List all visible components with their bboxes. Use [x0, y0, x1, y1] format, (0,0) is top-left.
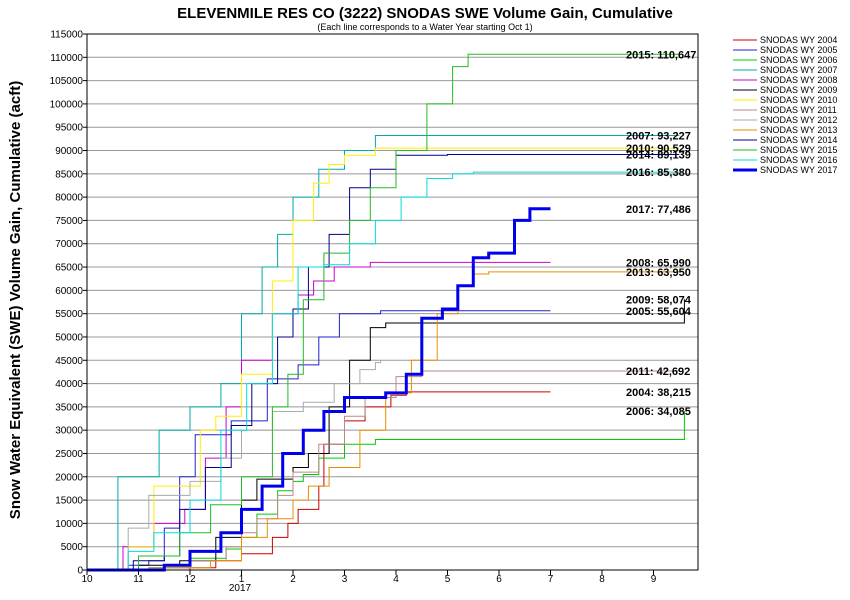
y-tick-label: 100000 [50, 99, 84, 110]
y-tick-label: 5000 [61, 542, 84, 553]
chart-title: ELEVENMILE RES CO (3222) SNODAS SWE Volu… [177, 5, 673, 22]
series-line-snodas-wy-2017 [87, 207, 551, 572]
y-tick-label: 80000 [55, 193, 83, 204]
series-end-label: 2016: 85,380 [626, 167, 691, 179]
x-tick-label: 9 [651, 574, 657, 585]
x-tick-label: 4 [393, 574, 399, 585]
series-end-label: 2017: 77,486 [626, 204, 691, 216]
legend-label: SNODAS WY 2011 [760, 105, 837, 115]
plot-frame [86, 33, 699, 571]
series-line-snodas-wy-2005 [87, 310, 551, 571]
y-tick-label: 105000 [50, 76, 84, 87]
x-tick-label: 6 [496, 574, 502, 585]
legend-label: SNODAS WY 2004 [760, 35, 837, 45]
x-tick-label: 10 [81, 574, 93, 585]
legend-label: SNODAS WY 2016 [760, 155, 837, 165]
series-line-snodas-wy-2009 [87, 299, 685, 571]
series-end-label: 2013: 63,950 [626, 267, 691, 279]
y-tick-label: 85000 [55, 169, 83, 180]
x-tick-label: 7 [548, 574, 554, 585]
legend-label: SNODAS WY 2012 [760, 115, 837, 125]
legend-label: SNODAS WY 2006 [760, 55, 837, 65]
y-tick-label: 30000 [55, 426, 83, 437]
x-tick-label: 1 [239, 574, 245, 585]
legend-label: SNODAS WY 2010 [760, 95, 837, 105]
x-tick-label: 2 [290, 574, 296, 585]
series-end-label: 2006: 34,085 [626, 406, 691, 418]
series-end-label: 2009: 58,074 [626, 294, 692, 306]
legend-label: SNODAS WY 2015 [760, 145, 837, 155]
x-tick-label: 12 [184, 574, 196, 585]
series-line-snodas-wy-2006 [87, 411, 685, 571]
y-tick-label: 110000 [50, 53, 83, 64]
y-tick-label: 60000 [55, 286, 83, 297]
series-line-snodas-wy-2012 [87, 360, 382, 571]
x-tick-label: 5 [445, 574, 451, 585]
y-tick-label: 0 [77, 566, 83, 577]
series-line-snodas-wy-2011 [87, 370, 680, 571]
legend-label: SNODAS WY 2008 [760, 75, 837, 85]
y-axis-label: Snow Water Equivalent (SWE) Volume Gain,… [7, 81, 24, 519]
legend-label: SNODAS WY 2007 [760, 65, 837, 75]
legend-label: SNODAS WY 2014 [760, 135, 837, 145]
series-end-label: 2008: 65,990 [626, 257, 691, 269]
y-tick-label: 50000 [55, 332, 83, 343]
x-axis-ticks: 10 11 12 1 2 3 4 5 6 7 8 9 [81, 570, 657, 585]
legend-label: SNODAS WY 2009 [760, 85, 837, 95]
series-line-snodas-wy-2013 [87, 271, 680, 571]
series-line-snodas-wy-2004 [87, 391, 551, 571]
series-line-snodas-wy-2010 [87, 147, 680, 571]
series-end-label: 2007: 93,227 [626, 130, 691, 142]
y-tick-label: 35000 [55, 402, 83, 413]
y-tick-label: 10000 [55, 519, 83, 530]
series-end-label: 2005: 55,604 [626, 306, 692, 318]
legend-label: SNODAS WY 2005 [760, 45, 837, 55]
series-end-label: 2014: 89,139 [626, 150, 691, 162]
chart-subtitle: (Each line corresponds to a Water Year s… [317, 22, 532, 32]
y-tick-label: 40000 [55, 379, 83, 390]
y-tick-label: 115000 [50, 30, 83, 41]
legend-label: SNODAS WY 2017 [760, 165, 837, 175]
y-tick-label: 75000 [55, 216, 83, 227]
x-tick-label: 3 [342, 574, 348, 585]
gridlines [87, 33, 698, 571]
y-tick-label: 45000 [55, 356, 83, 367]
x-axis-year-label: 2017 [229, 583, 252, 594]
y-tick-label: 70000 [55, 239, 83, 250]
end-labels: 2004: 38,215 2005: 55,604 2006: 34,085 2007… [626, 49, 696, 418]
y-tick-label: 20000 [55, 472, 83, 483]
y-tick-label: 25000 [55, 449, 83, 460]
series-end-label: 2011: 42,692 [626, 366, 690, 378]
y-axis-ticks: 0 5000 10000 15000 20000 25000 30000 35000 40000… [50, 30, 87, 577]
series-line-snodas-wy-2007 [87, 135, 680, 571]
x-tick-label: 8 [599, 574, 605, 585]
y-tick-label: 95000 [55, 123, 83, 134]
y-tick-label: 55000 [55, 309, 83, 320]
series-line-snodas-wy-2014 [87, 154, 680, 571]
x-tick-label: 11 [133, 574, 144, 585]
series-lines [87, 53, 685, 572]
y-tick-label: 65000 [55, 263, 83, 274]
series-line-snodas-wy-2016 [87, 171, 680, 571]
series-end-label: 2010: 90,529 [626, 143, 691, 155]
series-line-snodas-wy-2015 [87, 53, 680, 571]
series-end-label: 2004: 38,215 [626, 387, 691, 399]
series-end-label: 2015: 110,647 [626, 49, 696, 61]
y-tick-label: 90000 [55, 146, 83, 157]
legend-label: SNODAS WY 2013 [760, 125, 837, 135]
y-tick-label: 15000 [55, 496, 83, 507]
